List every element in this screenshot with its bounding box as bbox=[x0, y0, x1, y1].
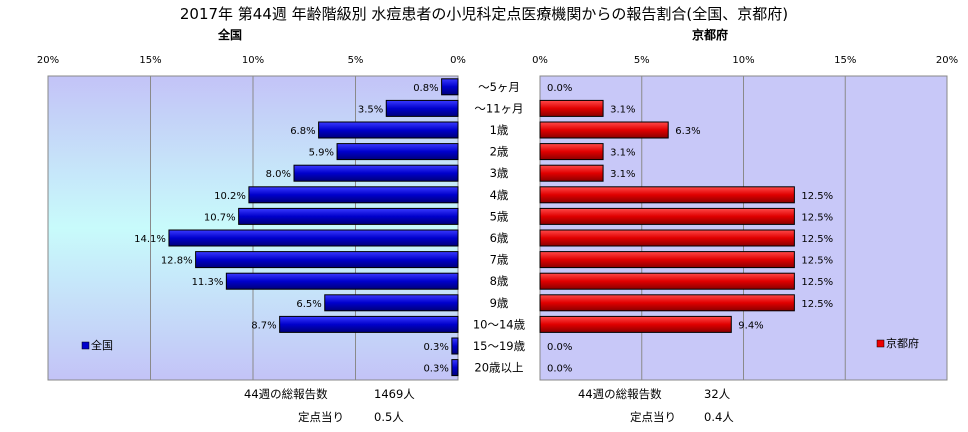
right-panel-title: 京都府 bbox=[692, 27, 728, 42]
data-label-national: 14.1% bbox=[134, 234, 166, 245]
right-tick-label: 20% bbox=[936, 55, 958, 66]
bar-national bbox=[168, 229, 459, 247]
bar-kyoto bbox=[539, 251, 795, 269]
bar-national bbox=[451, 337, 459, 355]
category-label: 1歳 bbox=[490, 123, 509, 137]
data-label-national: 8.7% bbox=[251, 320, 276, 331]
legend-right-label: 京都府 bbox=[886, 336, 919, 350]
data-label-kyoto: 0.0% bbox=[547, 364, 572, 375]
bar-kyoto bbox=[539, 99, 604, 117]
category-label: 2歳 bbox=[490, 145, 509, 159]
data-label-national: 6.8% bbox=[290, 126, 315, 137]
bar-kyoto bbox=[539, 229, 795, 247]
bar-kyoto bbox=[539, 186, 795, 204]
data-label-kyoto: 12.5% bbox=[801, 256, 833, 267]
bar-kyoto bbox=[539, 272, 795, 290]
bar-national bbox=[385, 99, 459, 117]
bar-kyoto bbox=[539, 294, 795, 312]
data-label-kyoto: 12.5% bbox=[801, 277, 833, 288]
right-per-value: 0.4人 bbox=[704, 410, 734, 424]
bar-national bbox=[225, 272, 459, 290]
category-label: 10～14歳 bbox=[473, 317, 526, 331]
bar-kyoto bbox=[539, 164, 604, 182]
bar-national bbox=[248, 186, 459, 204]
data-label-national: 0.3% bbox=[423, 364, 448, 375]
footer: 44週の総報告数 1469人 定点当り 0.5人 44週の総報告数 32人 定点… bbox=[244, 387, 734, 424]
category-label: 4歳 bbox=[490, 188, 509, 202]
right-total-value: 32人 bbox=[704, 387, 731, 401]
legend-right-swatch bbox=[876, 339, 885, 348]
category-label: 5歳 bbox=[490, 209, 509, 223]
bar-national bbox=[293, 164, 459, 182]
bar-kyoto bbox=[539, 315, 732, 333]
category-label: ～11ヶ月 bbox=[474, 101, 523, 115]
data-label-kyoto: 3.1% bbox=[610, 169, 635, 180]
category-label: 20歳以上 bbox=[474, 361, 523, 375]
bar-national bbox=[324, 294, 459, 312]
data-label-kyoto: 3.1% bbox=[610, 104, 635, 115]
data-label-kyoto: 12.5% bbox=[801, 191, 833, 202]
legend-right: 京都府 bbox=[876, 336, 919, 350]
left-tick-label: 10% bbox=[242, 55, 264, 66]
data-label-national: 0.3% bbox=[423, 342, 448, 353]
bar-national bbox=[238, 207, 459, 225]
right-tick-label: 5% bbox=[634, 55, 650, 66]
data-label-national: 10.7% bbox=[204, 212, 236, 223]
left-panel-title: 全国 bbox=[217, 27, 242, 42]
data-label-kyoto: 0.0% bbox=[547, 83, 572, 94]
left-total-label: 44週の総報告数 bbox=[244, 387, 328, 401]
legend-left-label: 全国 bbox=[91, 338, 113, 352]
right-per-label: 定点当り bbox=[630, 410, 676, 424]
left-per-value: 0.5人 bbox=[374, 410, 404, 424]
data-label-national: 10.2% bbox=[214, 191, 246, 202]
left-per-label: 定点当り bbox=[298, 410, 344, 424]
bar-national bbox=[318, 121, 459, 139]
data-label-national: 8.0% bbox=[266, 169, 291, 180]
bar-national bbox=[441, 78, 459, 96]
bar-kyoto bbox=[539, 143, 604, 161]
category-label: 9歳 bbox=[490, 296, 509, 310]
left-total-value: 1469人 bbox=[374, 387, 415, 401]
right-tick-label: 0% bbox=[532, 55, 548, 66]
bar-kyoto bbox=[539, 207, 795, 225]
data-label-national: 12.8% bbox=[161, 256, 193, 267]
legend-left: 全国 bbox=[81, 338, 113, 352]
left-tick-label: 0% bbox=[450, 55, 466, 66]
category-label: ～5ヶ月 bbox=[478, 80, 520, 94]
category-label: 6歳 bbox=[490, 231, 509, 245]
bar-national bbox=[451, 359, 459, 377]
data-label-kyoto: 12.5% bbox=[801, 299, 833, 310]
data-label-national: 5.9% bbox=[309, 148, 334, 159]
bar-kyoto bbox=[539, 121, 669, 139]
left-tick-label: 20% bbox=[37, 55, 59, 66]
right-total-label: 44週の総報告数 bbox=[578, 387, 662, 401]
bar-national bbox=[279, 315, 459, 333]
left-tick-label: 15% bbox=[139, 55, 161, 66]
right-tick-label: 10% bbox=[732, 55, 754, 66]
bar-national bbox=[336, 143, 459, 161]
data-label-kyoto: 9.4% bbox=[738, 320, 763, 331]
right-tick-label: 15% bbox=[834, 55, 856, 66]
data-label-kyoto: 6.3% bbox=[675, 126, 700, 137]
category-label: 8歳 bbox=[490, 274, 509, 288]
left-tick-label: 5% bbox=[348, 55, 364, 66]
data-label-national: 0.8% bbox=[413, 83, 438, 94]
data-label-national: 3.5% bbox=[358, 104, 383, 115]
data-label-national: 11.3% bbox=[192, 277, 224, 288]
data-label-kyoto: 3.1% bbox=[610, 148, 635, 159]
legend-left-swatch bbox=[81, 341, 90, 350]
category-label: 15～19歳 bbox=[473, 339, 526, 353]
category-label: 3歳 bbox=[490, 166, 509, 180]
data-label-kyoto: 12.5% bbox=[801, 212, 833, 223]
data-label-national: 6.5% bbox=[296, 299, 321, 310]
category-label: 7歳 bbox=[490, 253, 509, 267]
data-label-kyoto: 12.5% bbox=[801, 234, 833, 245]
bar-national bbox=[195, 251, 459, 269]
data-label-kyoto: 0.0% bbox=[547, 342, 572, 353]
chart-title: 2017年 第44週 年齢階級別 水痘患者の小児科定点医療機関からの報告割合(全… bbox=[180, 5, 788, 23]
